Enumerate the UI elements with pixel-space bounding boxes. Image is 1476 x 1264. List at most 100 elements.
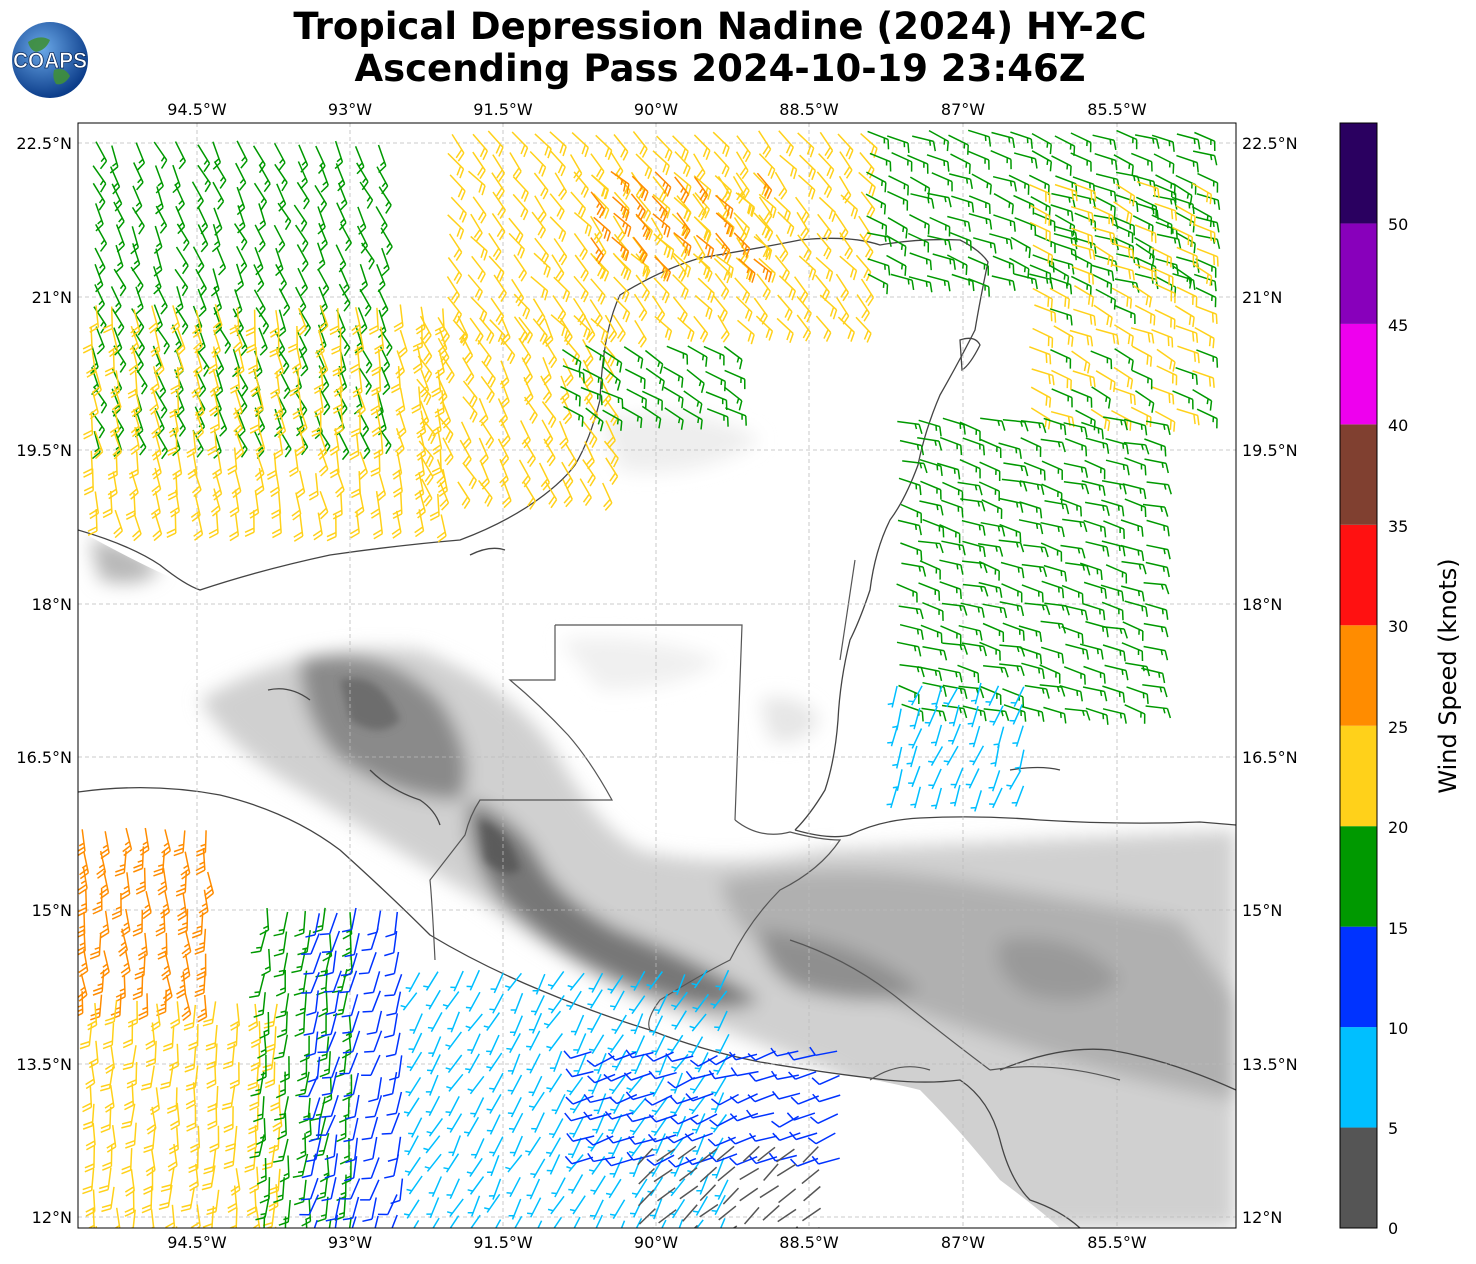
wind-barb-stroke (93, 430, 104, 460)
wind-barb-stroke (511, 278, 525, 307)
wind-barb-stroke (359, 181, 374, 209)
wind-barb-stroke (296, 244, 309, 273)
wind-barb-stroke (255, 307, 270, 335)
wind-barb-stroke (392, 469, 403, 498)
wind-barb-stroke (373, 431, 384, 459)
lon-tick-bottom: 88.5°W (779, 1233, 839, 1252)
wind-barb-stroke (266, 1226, 277, 1228)
wind-barb (172, 164, 181, 194)
wind-barb (153, 248, 163, 277)
wind-barb (397, 329, 408, 359)
wind-barb-stroke (129, 471, 139, 500)
wind-barb (472, 151, 486, 180)
wind-barb (797, 174, 816, 200)
wind-barb (212, 141, 222, 170)
wind-barb (258, 327, 268, 356)
wind-barb (297, 267, 309, 297)
wind-barb-stroke (317, 431, 328, 460)
wind-barb-stroke (192, 246, 205, 275)
wind-barb (292, 391, 303, 420)
wind-barb (491, 212, 506, 241)
wind-barb (395, 350, 405, 379)
wind-barb (414, 509, 425, 538)
wind-barb-stroke (530, 276, 549, 301)
colorbar-bin (1340, 424, 1377, 525)
wind-barb (753, 297, 768, 325)
wind-barb-stroke (172, 451, 183, 480)
wind-barb-stroke (357, 206, 367, 235)
wind-barb-stroke (210, 488, 221, 517)
lon-tick-bottom: 90°W (634, 1233, 678, 1252)
wind-barb (794, 196, 810, 224)
wind-barb-stroke (94, 247, 106, 276)
wind-barb-stroke (135, 142, 146, 171)
wind-barb-stroke (356, 225, 369, 254)
wind-barb (94, 203, 104, 232)
wind-barb-stroke (273, 224, 286, 253)
wind-barb (370, 387, 381, 416)
wind-barb-stroke (391, 510, 402, 539)
coastlines (78, 237, 1236, 1228)
wind-barb (131, 345, 144, 374)
wind-barb-stroke (229, 489, 240, 518)
wind-barb-stroke (446, 276, 460, 304)
wind-barb-stroke (213, 348, 225, 377)
wind-barb-stroke (370, 387, 381, 416)
coaps-logo: COAPS (12, 22, 88, 98)
wind-barb (249, 406, 260, 434)
wind-barb-stroke (414, 471, 425, 501)
wind-barb-stroke (569, 154, 583, 182)
wind-barb-stroke (359, 263, 368, 293)
wind-barb (132, 185, 143, 214)
wind-barb-stroke (712, 294, 728, 322)
wind-barb-stroke (472, 151, 486, 180)
colorbar-bin (1340, 725, 1377, 827)
wind-barb-stroke (467, 274, 483, 301)
wind-barb-stroke (87, 508, 98, 536)
wind-barb (210, 488, 221, 517)
colorbar-bin (1340, 1027, 1377, 1128)
wind-barb-stroke (318, 286, 328, 315)
wind-barb-stroke (796, 295, 812, 323)
wind-barb-stroke (270, 371, 281, 399)
wind-barb (336, 202, 347, 231)
wind-barb-stroke (197, 164, 212, 193)
wind-barb-stroke (589, 299, 603, 327)
wind-barb-stroke (291, 492, 302, 521)
wind-barb (574, 254, 589, 282)
wind-barb (468, 170, 486, 196)
wind-barb-stroke (296, 181, 310, 210)
wind-barb (799, 154, 817, 181)
wind-barb-stroke (368, 307, 379, 335)
wind-barb-stroke (337, 182, 348, 212)
wind-barb-stroke (431, 408, 442, 437)
wind-barb (551, 254, 565, 282)
wind-barb-stroke (89, 305, 100, 333)
wind-barb-stroke (275, 247, 284, 277)
wind-barb-stroke (235, 162, 247, 191)
wind-barb-stroke (529, 150, 547, 177)
wind-barb-stroke (839, 255, 858, 281)
wind-barb (815, 256, 834, 282)
wind-barb-stroke (211, 223, 221, 253)
wind-barb (173, 409, 186, 437)
wind-barb-stroke (349, 510, 360, 539)
wind-barb-stroke (316, 242, 326, 271)
wind-barb (393, 304, 404, 333)
wind-barb-stroke (756, 273, 771, 301)
wind-barb-stroke (491, 172, 505, 200)
wind-barb (797, 234, 812, 262)
wind-barb (357, 206, 367, 235)
wind-barb-stroke (414, 452, 425, 481)
wind-barb (254, 407, 266, 436)
wind-barb (297, 307, 307, 337)
wind-barb-stroke (314, 329, 325, 358)
wind-barb (107, 471, 118, 500)
wind-barb (287, 325, 299, 353)
wind-barb-stroke (111, 183, 123, 212)
wind-barb-stroke (570, 191, 587, 218)
lon-tick-bottom: 85.5°W (1087, 1233, 1147, 1252)
wind-barb (534, 237, 550, 265)
wind-barb (191, 468, 202, 498)
wind-barb-stroke (233, 324, 243, 353)
